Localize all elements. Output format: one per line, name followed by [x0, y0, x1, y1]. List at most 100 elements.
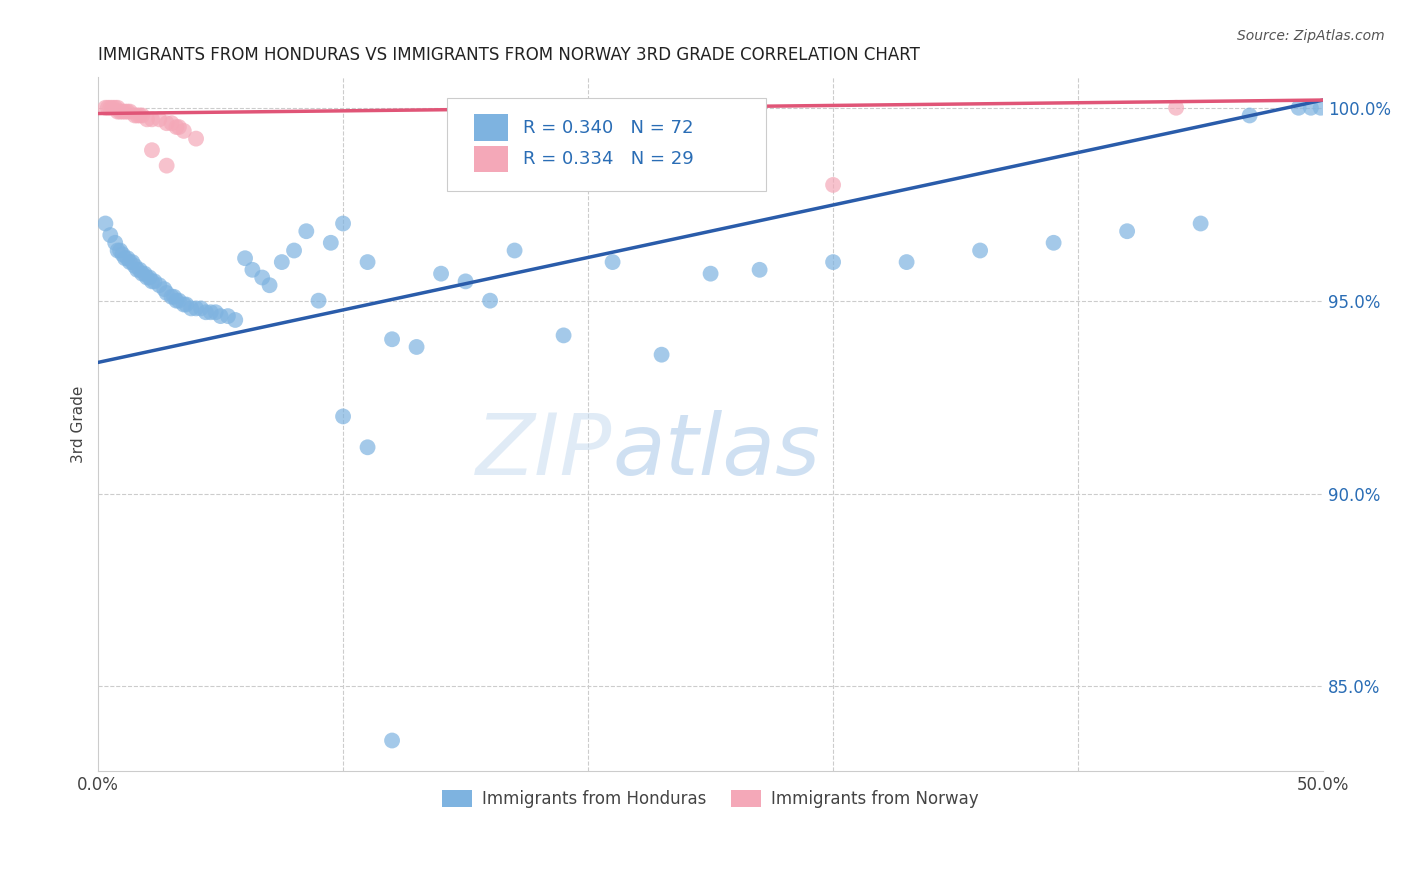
FancyBboxPatch shape: [447, 98, 766, 192]
Point: [184, 131, 207, 145]
Point: [97, 101, 120, 115]
Point: [98, 101, 121, 115]
Point: [148, 278, 170, 293]
Point: [138, 270, 160, 285]
Point: [127, 262, 149, 277]
Point: [160, 290, 183, 304]
Point: [184, 301, 207, 316]
Point: [430, 267, 453, 281]
Text: R = 0.340   N = 72: R = 0.340 N = 72: [523, 119, 693, 136]
Point: [250, 270, 273, 285]
Text: R = 0.334   N = 29: R = 0.334 N = 29: [523, 150, 695, 168]
Point: [454, 274, 477, 288]
Point: [602, 255, 624, 269]
Point: [204, 305, 226, 319]
Point: [163, 290, 186, 304]
Point: [381, 332, 404, 346]
Point: [259, 278, 281, 293]
Point: [242, 262, 264, 277]
Point: [128, 108, 150, 122]
Point: [124, 108, 146, 122]
Point: [111, 104, 134, 119]
Point: [108, 244, 131, 258]
Point: [319, 235, 342, 250]
Point: [1189, 217, 1212, 231]
Point: [101, 101, 124, 115]
Y-axis label: 3rd Grade: 3rd Grade: [72, 385, 86, 463]
Point: [479, 293, 502, 308]
Point: [233, 251, 256, 265]
Point: [107, 244, 129, 258]
Point: [194, 305, 217, 319]
Point: [167, 120, 190, 134]
Point: [153, 282, 176, 296]
Point: [127, 108, 149, 122]
Point: [143, 274, 166, 288]
Point: [156, 159, 179, 173]
Point: [118, 104, 141, 119]
Point: [131, 267, 153, 281]
Point: [308, 293, 330, 308]
Point: [131, 108, 153, 122]
Point: [209, 309, 232, 323]
Point: [332, 217, 354, 231]
Point: [356, 255, 378, 269]
Point: [104, 235, 127, 250]
Point: [823, 255, 845, 269]
Point: [118, 255, 141, 269]
Point: [405, 340, 427, 354]
Point: [381, 733, 404, 747]
Point: [165, 293, 187, 308]
Point: [1042, 235, 1064, 250]
Point: [124, 259, 146, 273]
Point: [94, 101, 117, 115]
Text: IMMIGRANTS FROM HONDURAS VS IMMIGRANTS FROM NORWAY 3RD GRADE CORRELATION CHART: IMMIGRANTS FROM HONDURAS VS IMMIGRANTS F…: [98, 46, 920, 64]
Point: [283, 244, 305, 258]
Point: [270, 255, 292, 269]
Point: [1309, 101, 1331, 115]
Point: [94, 217, 117, 231]
Point: [167, 293, 190, 308]
Point: [114, 251, 136, 265]
Point: [180, 301, 202, 316]
Legend: Immigrants from Honduras, Immigrants from Norway: Immigrants from Honduras, Immigrants fro…: [436, 784, 986, 815]
Text: ZIP: ZIP: [477, 410, 613, 493]
Point: [148, 112, 170, 127]
Point: [98, 228, 121, 243]
Point: [134, 267, 156, 281]
Point: [141, 274, 163, 288]
Point: [1116, 224, 1139, 238]
Point: [651, 348, 673, 362]
Point: [295, 224, 318, 238]
Point: [699, 267, 721, 281]
Point: [553, 328, 575, 343]
Point: [1166, 101, 1188, 115]
Point: [356, 440, 378, 454]
Point: [217, 309, 239, 323]
Point: [141, 112, 163, 127]
Point: [190, 301, 212, 316]
Point: [1239, 108, 1261, 122]
Point: [200, 305, 222, 319]
Point: [108, 104, 131, 119]
Point: [165, 120, 187, 134]
Point: [107, 104, 129, 119]
Point: [104, 101, 127, 115]
Point: [111, 247, 134, 261]
Point: [136, 112, 159, 127]
Point: [114, 104, 136, 119]
Point: [1299, 101, 1322, 115]
Text: Source: ZipAtlas.com: Source: ZipAtlas.com: [1237, 29, 1385, 43]
Point: [173, 124, 195, 138]
Point: [748, 262, 770, 277]
Point: [156, 285, 179, 300]
Point: [896, 255, 918, 269]
Point: [107, 101, 129, 115]
Point: [128, 262, 150, 277]
Point: [173, 297, 195, 311]
Point: [1288, 101, 1310, 115]
Point: [332, 409, 354, 424]
Point: [969, 244, 991, 258]
Point: [823, 178, 845, 192]
Point: [117, 104, 139, 119]
